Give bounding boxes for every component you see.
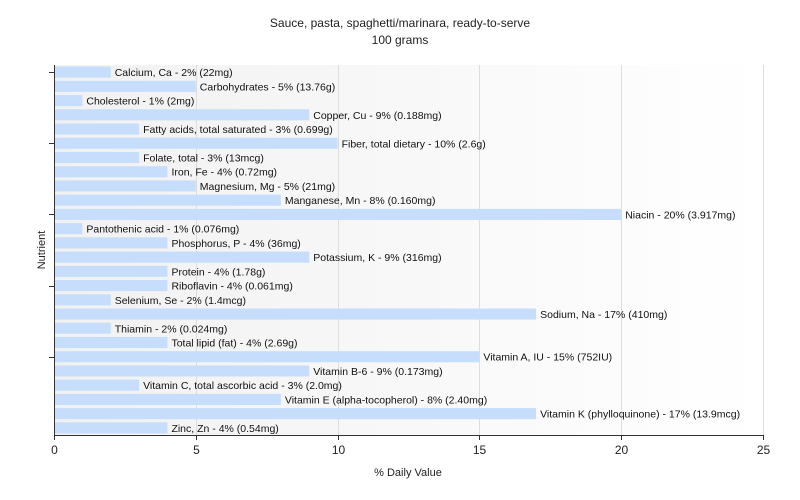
bar: [55, 95, 83, 107]
bar: [55, 393, 281, 405]
bar-label: Zinc, Zn - 4% (0.54mg): [171, 423, 278, 435]
bars: Calcium, Ca - 2% (22mg) Carbohydrates - 5…: [55, 66, 740, 435]
x-axis-title: % Daily Value: [374, 467, 442, 479]
bar-label: Manganese, Mn - 8% (0.160mg): [285, 195, 436, 207]
bar: [55, 251, 310, 263]
bar-label: Potassium, K - 9% (316mg): [313, 252, 441, 264]
grid-lines: [196, 65, 764, 435]
x-tick-label: 20: [615, 443, 629, 457]
chart-title: Sauce, pasta, spaghetti/marinara, ready-…: [269, 16, 531, 30]
bar-label: Iron, Fe - 4% (0.72mg): [171, 167, 277, 179]
bar-label: Pantothenic acid - 1% (0.076mg): [86, 224, 239, 236]
bar: [55, 322, 111, 334]
bar-label: Copper, Cu - 9% (0.188mg): [313, 110, 441, 122]
bar-label: Vitamin E (alpha-tocopherol) - 8% (2.40m…: [285, 394, 487, 406]
bar: [55, 365, 310, 377]
bar-label: Phosphorus, P - 4% (36mg): [171, 238, 300, 250]
axes: 0 5 10 15 20 25: [49, 65, 770, 457]
bar: [55, 66, 111, 78]
bar-label: Thiamin - 2% (0.024mg): [115, 323, 228, 335]
bar-label: Vitamin A, IU - 15% (752IU): [483, 352, 612, 364]
bar: [55, 280, 168, 292]
bar: [55, 336, 168, 349]
bar-label: Vitamin C, total ascorbic acid - 3% (2.0…: [143, 380, 342, 392]
bar: [55, 223, 83, 235]
bar-label: Vitamin B-6 - 9% (0.173mg): [313, 366, 442, 378]
bar-label: Total lipid (fat) - 4% (2.69g): [171, 338, 297, 350]
bar-label: Magnesium, Mg - 5% (21mg): [200, 181, 335, 193]
bar: [55, 166, 168, 178]
bar: [55, 351, 480, 363]
x-tick-label: 25: [757, 443, 771, 457]
bar-label: Calcium, Ca - 2% (22mg): [115, 67, 233, 79]
bar: [55, 408, 537, 420]
bar: [55, 80, 196, 92]
bar: [55, 194, 281, 206]
x-tick-label: 15: [473, 443, 487, 457]
bar-label: Niacin - 20% (3.917mg): [625, 209, 735, 221]
bar-label: Cholesterol - 1% (2mg): [86, 96, 194, 108]
bar: [55, 308, 537, 320]
bar-label: Carbohydrates - 5% (13.76g): [200, 81, 335, 93]
bar-label: Riboflavin - 4% (0.061mg): [171, 281, 292, 293]
bar-label: Protein - 4% (1.78g): [171, 266, 265, 278]
bar: [55, 137, 338, 149]
x-tick-label: 0: [51, 443, 58, 457]
y-axis-title: Nutrient: [36, 231, 48, 270]
bar: [55, 208, 622, 220]
chart-subtitle: 100 grams: [371, 33, 429, 47]
bar-label: Fiber, total dietary - 10% (2.6g): [342, 138, 486, 150]
bar-label: Folate, total - 3% (13mcg): [143, 153, 264, 165]
bar: [55, 294, 111, 306]
bar-label: Sodium, Na - 17% (410mg): [540, 309, 667, 321]
bar-label: Selenium, Se - 2% (1.4mcg): [115, 295, 246, 307]
bar: [55, 422, 168, 434]
x-tick-label: 5: [193, 443, 200, 457]
x-tick-label: 10: [332, 443, 346, 457]
bar-label: Vitamin K (phylloquinone) - 17% (13.9mcg…: [540, 409, 740, 421]
bar: [55, 109, 310, 121]
bar: [55, 237, 168, 249]
bar: [55, 180, 196, 192]
bar: [55, 151, 140, 164]
bar-label: Fatty acids, total saturated - 3% (0.699…: [143, 124, 333, 136]
bar: [55, 379, 140, 391]
bar: [55, 265, 168, 277]
bar: [55, 123, 140, 135]
